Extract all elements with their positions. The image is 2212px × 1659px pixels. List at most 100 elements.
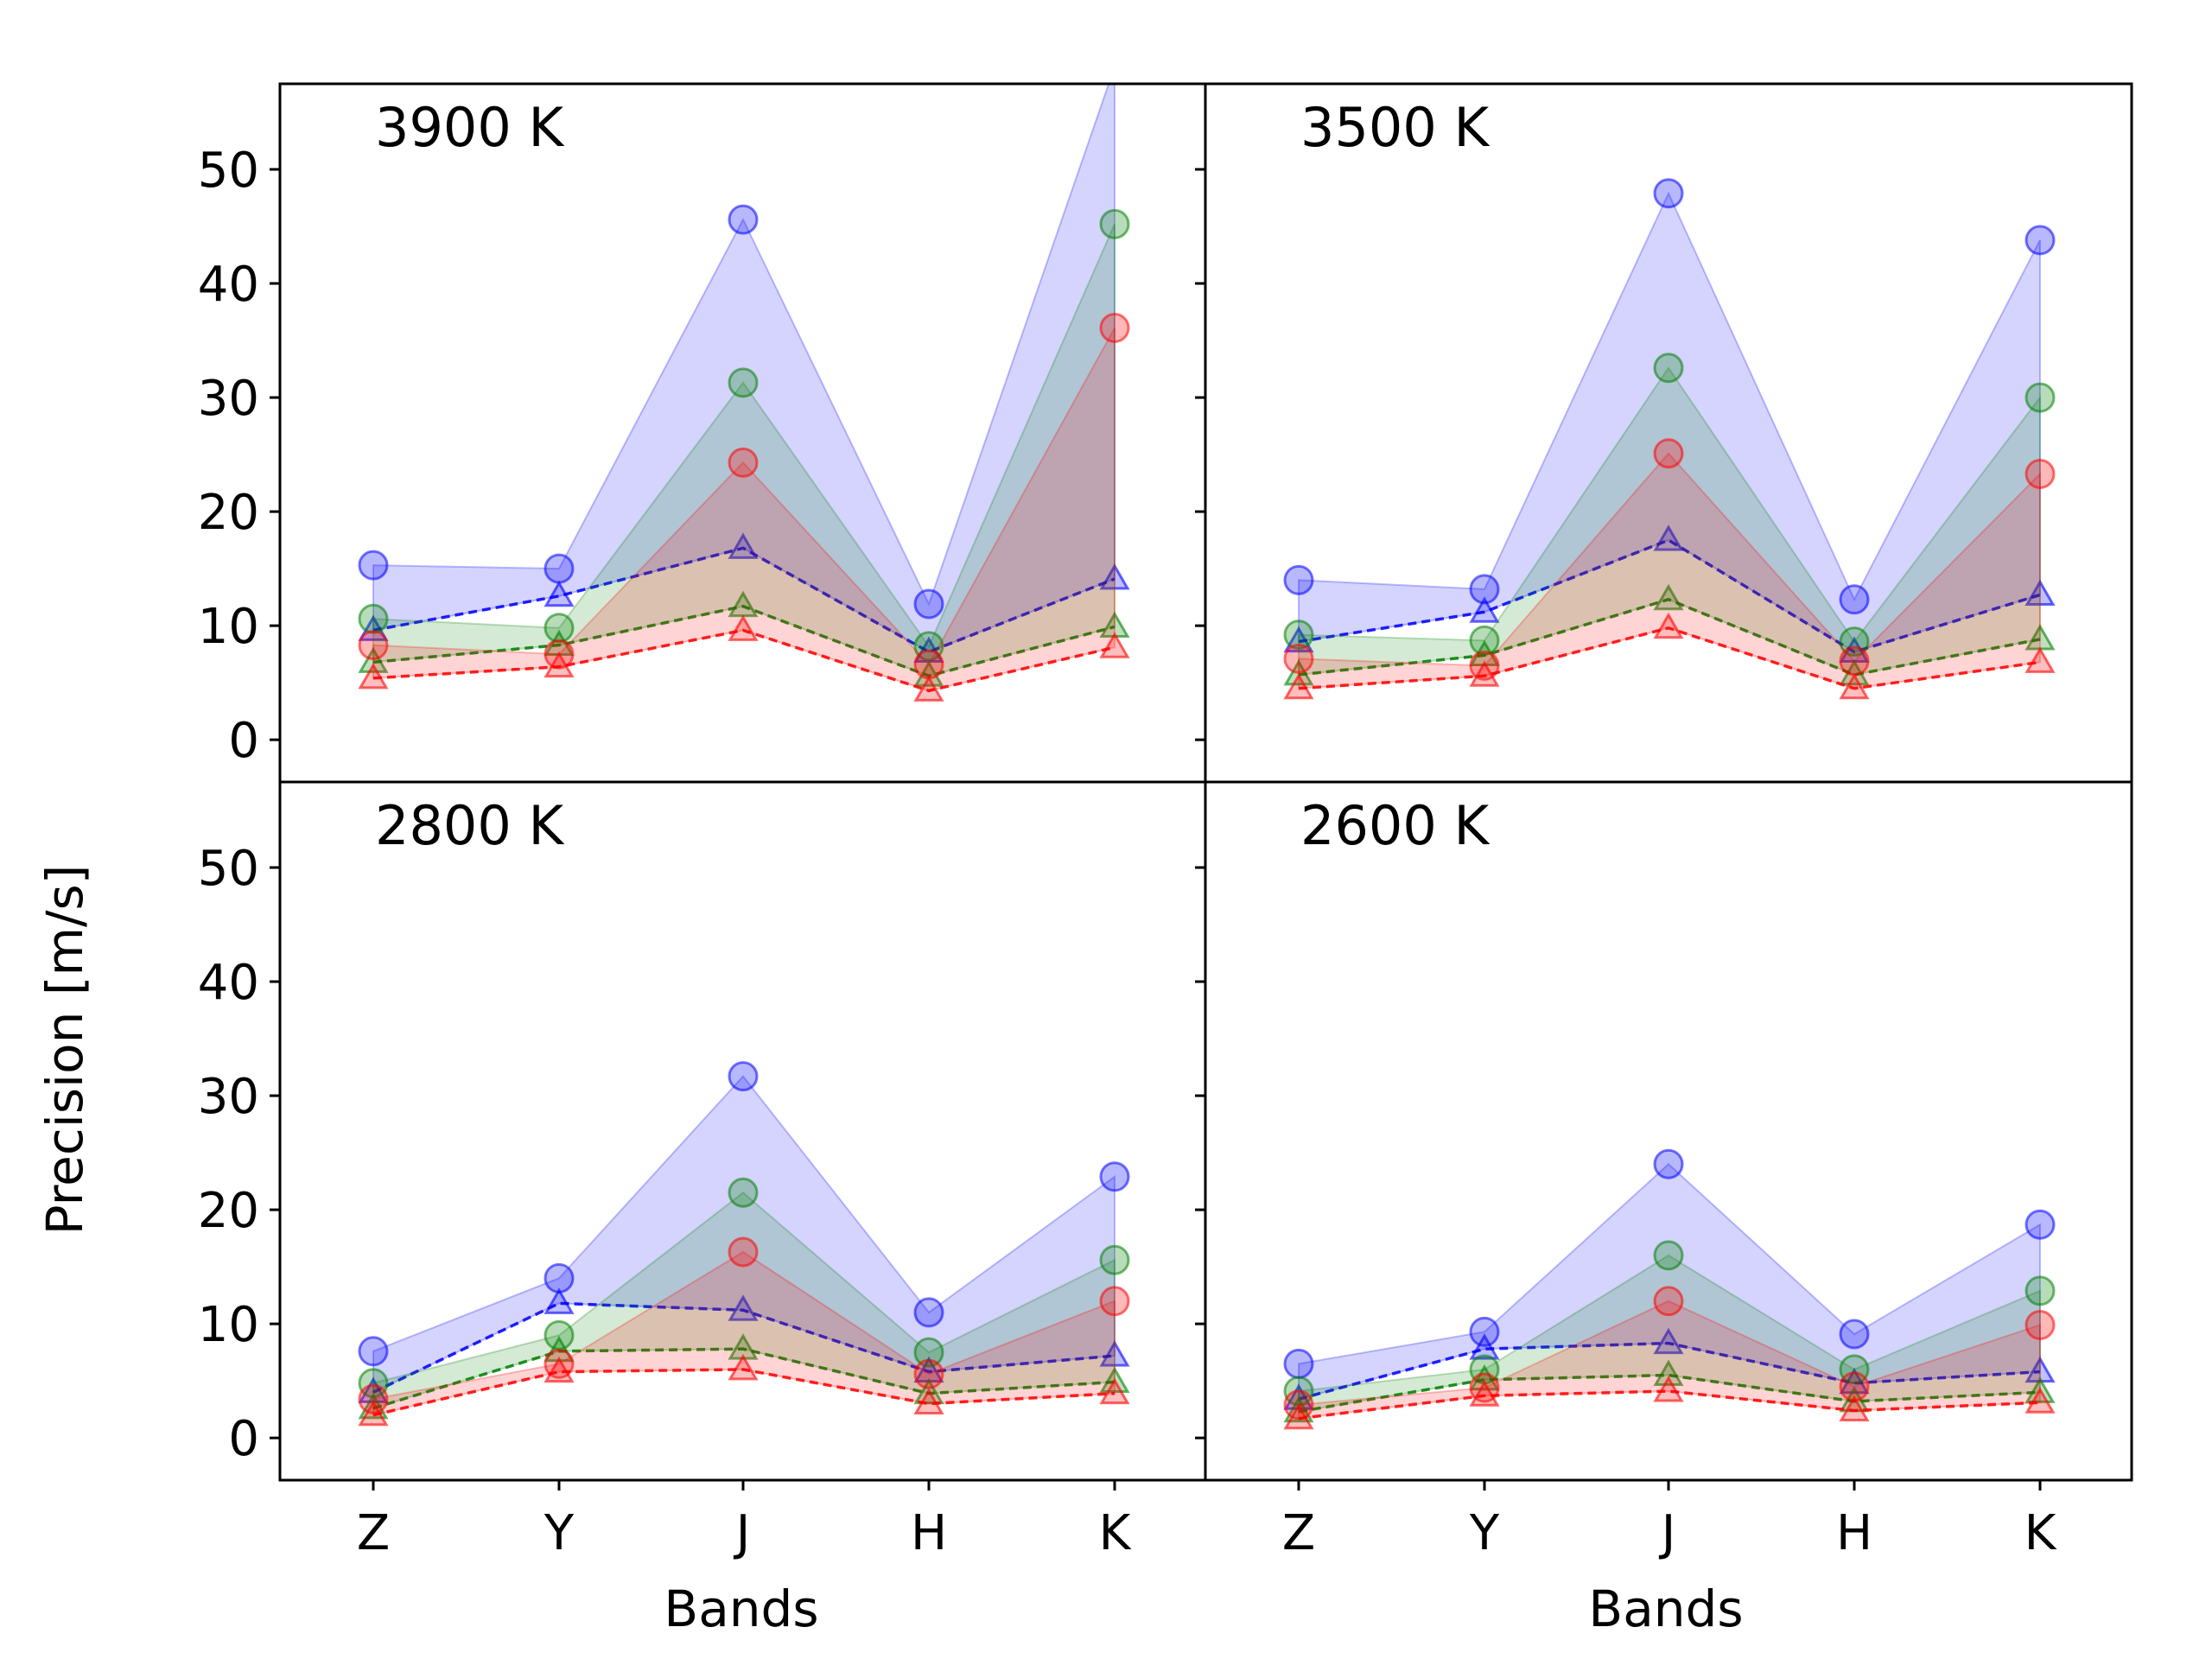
x-tick-label: Y (543, 1505, 575, 1561)
x-axis-label-right: Bands (1588, 1580, 1743, 1638)
triangle-marker (1653, 524, 1684, 551)
x-tick-label: K (2024, 1505, 2057, 1561)
dashed-line-series-0 (372, 1301, 1116, 1394)
circle-marker (913, 1358, 944, 1389)
triangle-marker (1653, 1376, 1684, 1402)
circle-marker (1283, 564, 1314, 595)
dashed-line-series-1 (372, 1347, 1116, 1410)
circle-marker (2024, 1309, 2056, 1340)
triangle-marker (543, 580, 575, 607)
x-tick-label: J (734, 1505, 751, 1561)
y-tick-label: 50 (198, 841, 259, 897)
chart-panel-3: Z Y J H K 2600 K (1195, 780, 2133, 1561)
y-tick-label: 20 (198, 485, 259, 541)
triangle-marker (1653, 612, 1684, 639)
band-fill-series-0 (372, 1075, 1116, 1394)
dashed-line-series-1 (1298, 1373, 2041, 1414)
panels-layer: 0 10 20 30 40 50 3900 K 3500 K 0 10 20 30 40 50 Z Y J H K 2… (198, 53, 2133, 1561)
triangle-marker (1469, 660, 1500, 687)
circle-marker (913, 1297, 944, 1328)
triangle-marker (728, 1294, 759, 1321)
circle-marker (728, 447, 759, 478)
x-tick-label: H (911, 1505, 947, 1561)
circle-marker (1839, 1354, 1870, 1385)
circle-marker (1653, 353, 1684, 384)
triangle-marker (1283, 672, 1314, 700)
circle-marker (358, 603, 389, 634)
dashed-line-series-0 (372, 546, 1116, 654)
chart-panel-0: 0 10 20 30 40 50 3900 K (198, 53, 1207, 784)
circle-marker (2024, 382, 2056, 413)
panel-label: 2600 K (1300, 794, 1490, 857)
plot-area (358, 1061, 1130, 1427)
circle-marker (1653, 438, 1684, 469)
circle-marker (913, 649, 944, 680)
circle-marker (1283, 643, 1314, 674)
circle-marker (358, 1336, 389, 1367)
y-tick-label: 20 (198, 1183, 259, 1239)
triangle-marker (913, 675, 944, 702)
dashed-line-series-1 (372, 604, 1116, 678)
y-axis-label: Precision [m/s] (35, 865, 94, 1236)
circle-marker (358, 550, 389, 581)
y-tick-label: 10 (198, 599, 259, 655)
plot-area (1283, 1148, 2056, 1430)
x-tick-label: H (1836, 1505, 1872, 1561)
dashed-line-series-2 (372, 628, 1116, 693)
circle-marker (728, 1061, 759, 1092)
circle-marker (1839, 1371, 1870, 1402)
circle-marker (2024, 225, 2056, 256)
plot-area (358, 53, 1130, 702)
triangle-marker (358, 646, 389, 673)
triangle-marker (1099, 563, 1130, 590)
circle-marker (2024, 1209, 2056, 1240)
panel-label: 3900 K (375, 96, 564, 159)
triangle-marker (358, 1399, 389, 1427)
chart-panel-2: 0 10 20 30 40 50 Z Y J H K 2800 K (198, 780, 1207, 1561)
y-tick-label: 30 (198, 371, 259, 427)
circle-marker (1839, 1319, 1870, 1350)
triangle-marker (1653, 1327, 1684, 1355)
triangle-marker (913, 1388, 944, 1415)
dashed-line-series-2 (1298, 1389, 2041, 1421)
triangle-marker (1099, 1340, 1130, 1367)
circle-marker (1653, 178, 1684, 209)
triangle-marker (543, 1287, 575, 1314)
panel-label: 2800 K (375, 794, 564, 857)
circle-marker (1283, 620, 1314, 651)
triangle-marker (913, 660, 944, 687)
dashed-line-series-0 (1298, 538, 2041, 654)
triangle-marker (1653, 1359, 1684, 1387)
triangle-marker (728, 614, 759, 641)
triangle-marker (543, 651, 575, 678)
y-tick-label: 0 (228, 1411, 259, 1467)
triangle-marker (358, 662, 389, 690)
y-tick-label: 30 (198, 1069, 259, 1125)
triangle-marker (543, 1356, 575, 1383)
triangle-marker (2024, 1387, 2056, 1414)
y-tick-label: 0 (228, 713, 259, 769)
triangle-marker (728, 1353, 759, 1381)
triangle-marker (1099, 1377, 1130, 1405)
triangle-marker (1839, 1395, 1870, 1421)
circle-marker (1099, 1286, 1130, 1317)
x-tick-label: J (1659, 1505, 1676, 1561)
panel-label: 3500 K (1300, 96, 1490, 159)
circle-marker (1469, 574, 1500, 605)
circle-marker (913, 588, 944, 620)
circle-marker (1839, 645, 1870, 677)
dashed-line-series-2 (372, 1368, 1116, 1417)
circle-marker (358, 1383, 389, 1414)
triangle-marker (1283, 1402, 1314, 1430)
y-tick-label: 10 (198, 1297, 259, 1353)
circle-marker (1101, 53, 1128, 80)
circle-marker (728, 1177, 759, 1208)
circle-marker (1469, 1316, 1500, 1347)
triangle-marker (1653, 583, 1684, 611)
circle-marker (1099, 1161, 1130, 1192)
triangle-marker (728, 532, 759, 559)
circle-marker (1099, 313, 1130, 344)
x-tick-label: Z (1282, 1505, 1315, 1561)
triangle-marker (2024, 579, 2056, 606)
